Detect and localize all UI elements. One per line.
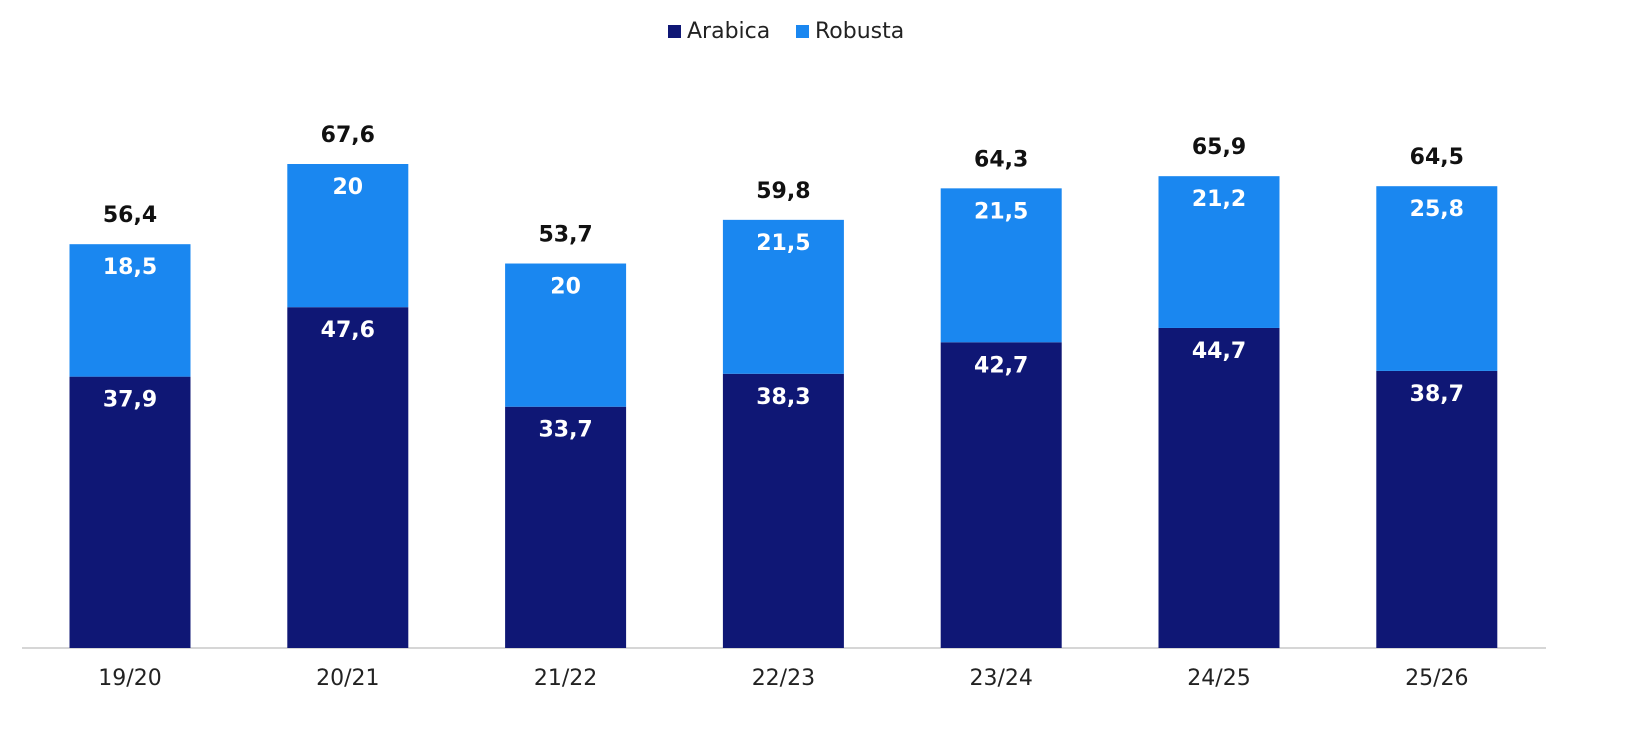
bar-segment: [1158, 176, 1280, 328]
data-label: 44,7: [1192, 339, 1246, 364]
data-label: 21,5: [974, 199, 1028, 224]
bar-segment: [940, 342, 1062, 648]
data-label: 25,8: [1410, 197, 1464, 222]
total-label: 59,8: [756, 179, 810, 204]
data-label: 33,7: [538, 418, 592, 443]
x-tick-label: 23/24: [969, 666, 1032, 691]
bar-segment: [505, 406, 627, 648]
data-label: 42,7: [974, 353, 1028, 378]
total-label: 67,6: [321, 123, 375, 148]
bar-segment: [722, 219, 844, 374]
data-label: 21,5: [756, 231, 810, 256]
total-label: 64,3: [974, 147, 1028, 172]
bar-segment: [505, 263, 627, 407]
data-label: 20: [550, 275, 581, 300]
data-label: 21,2: [1192, 187, 1246, 212]
legend-label: Arabica: [687, 19, 770, 44]
data-label: 38,3: [756, 385, 810, 410]
bar-segment: [722, 373, 844, 648]
data-label: 47,6: [321, 318, 375, 343]
x-tick-label: 20/21: [316, 666, 379, 691]
bar-segment: [287, 164, 409, 308]
legend-swatch: [668, 25, 681, 38]
total-label: 53,7: [538, 223, 592, 248]
x-tick-label: 22/23: [752, 666, 815, 691]
data-label: 38,7: [1410, 382, 1464, 407]
data-label: 18,5: [103, 255, 157, 280]
bar-segment: [69, 244, 191, 377]
bar-segment: [1376, 370, 1498, 648]
total-label: 64,5: [1410, 145, 1464, 170]
x-tick-label: 21/22: [534, 666, 597, 691]
bar-segment: [940, 188, 1062, 343]
x-tick-label: 19/20: [98, 666, 161, 691]
legend-label: Robusta: [815, 19, 904, 44]
total-label: 65,9: [1192, 135, 1246, 160]
data-label: 20: [332, 175, 363, 200]
total-label: 56,4: [103, 203, 157, 228]
bar-segment: [287, 307, 409, 648]
bar-segment: [1376, 186, 1498, 371]
bar-segment: [1158, 327, 1280, 648]
x-tick-label: 25/26: [1405, 666, 1468, 691]
data-label: 37,9: [103, 388, 157, 413]
legend-swatch: [796, 25, 809, 38]
bar-segment: [69, 376, 191, 648]
x-tick-label: 24/25: [1187, 666, 1250, 691]
